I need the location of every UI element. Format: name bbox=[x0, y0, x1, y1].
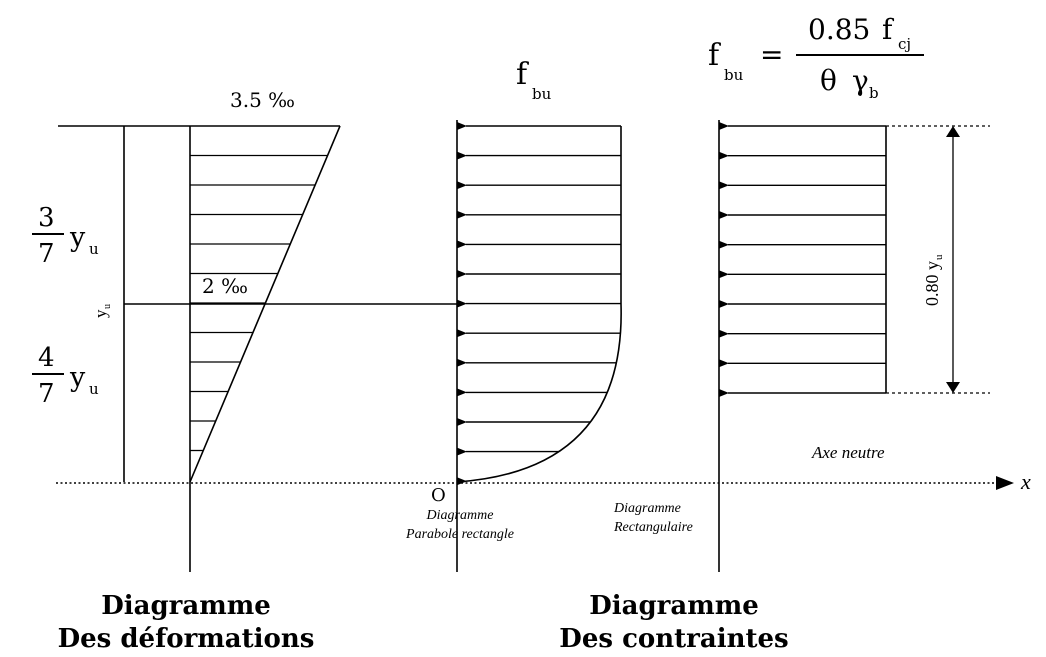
strain-diagram bbox=[58, 125, 458, 572]
height-label-variable: y bbox=[922, 261, 942, 270]
top-strain-label: 3.5 ‰ bbox=[230, 88, 295, 112]
rect-diagram bbox=[718, 120, 990, 572]
lower-fraction-subscript: u bbox=[89, 380, 99, 398]
formula-numerator-coefficient: 0.85 bbox=[808, 13, 870, 46]
strain-caption-line1: Diagramme bbox=[101, 591, 271, 621]
upper-fraction-subscript: u bbox=[89, 240, 99, 258]
neutral-axis-label: Axe neutre bbox=[811, 443, 885, 462]
lower-fraction-denominator: 7 bbox=[38, 379, 55, 409]
stress-caption-line2: Des contraintes bbox=[559, 624, 788, 654]
rect-labels: f bu = 0.85 f cj θ γ b 0.80 y u Axe neut… bbox=[613, 13, 945, 535]
fbu-subscript: bu bbox=[532, 85, 552, 103]
formula-theta: θ bbox=[820, 64, 837, 97]
yu-rotated-label: y u bbox=[91, 304, 113, 318]
formula-gamma: γ bbox=[852, 64, 869, 97]
fbu-variable: f bbox=[516, 57, 529, 92]
strain-labels: 3.5 ‰ 2 ‰ 3 7 y u 4 7 y u y u bbox=[32, 88, 295, 409]
parabola-subcaption-line2: Parabole rectangle bbox=[405, 527, 514, 542]
strain-hatching bbox=[190, 154, 328, 452]
upper-fraction-numerator: 3 bbox=[38, 203, 55, 233]
parabola-diagram bbox=[456, 120, 622, 572]
height-label: 0.80 y u bbox=[922, 254, 945, 306]
formula-denominator-subscript: b bbox=[869, 84, 879, 102]
stress-caption-line1: Diagramme bbox=[589, 591, 759, 621]
lower-fraction-numerator: 4 bbox=[38, 343, 55, 373]
rect-subcaption-line1: Diagramme bbox=[613, 501, 681, 516]
bottom-captions: Diagramme Des déformations Diagramme Des… bbox=[58, 591, 789, 654]
height-label-subscript: u bbox=[933, 254, 945, 260]
upper-fraction-denominator: 7 bbox=[38, 239, 55, 269]
neutral-axis: x bbox=[56, 469, 1031, 494]
height-dimension-bottom-arrow bbox=[946, 382, 960, 393]
formula-lhs-subscript: bu bbox=[724, 66, 744, 84]
formula-numerator-subscript: cj bbox=[898, 35, 911, 53]
height-dimension-top-arrow bbox=[946, 126, 960, 137]
x-axis-arrowhead bbox=[996, 476, 1014, 490]
yu-subscript: u bbox=[102, 304, 113, 309]
strain-caption-line2: Des déformations bbox=[58, 624, 315, 654]
formula-numerator-variable: f bbox=[882, 13, 895, 46]
parabola-subcaption-line1: Diagramme bbox=[426, 508, 494, 523]
formula-equals: = bbox=[760, 38, 783, 71]
origin-label: O bbox=[431, 485, 446, 506]
rect-arrows bbox=[719, 122, 886, 397]
parabola-arrows bbox=[457, 122, 621, 486]
x-axis-label: x bbox=[1020, 469, 1031, 494]
rect-subcaption-line2: Rectangulaire bbox=[613, 520, 693, 535]
height-label-value: 0.80 bbox=[922, 275, 942, 307]
parabola-curve bbox=[456, 303, 622, 483]
mid-strain-label: 2 ‰ bbox=[202, 274, 248, 298]
lower-fraction-variable: y bbox=[69, 362, 86, 393]
upper-fraction-variable: y bbox=[69, 222, 86, 253]
parabola-labels: f bu O Diagramme Parabole rectangle bbox=[405, 57, 552, 542]
yu-variable: y bbox=[91, 309, 110, 318]
formula-lhs-variable: f bbox=[708, 38, 721, 73]
